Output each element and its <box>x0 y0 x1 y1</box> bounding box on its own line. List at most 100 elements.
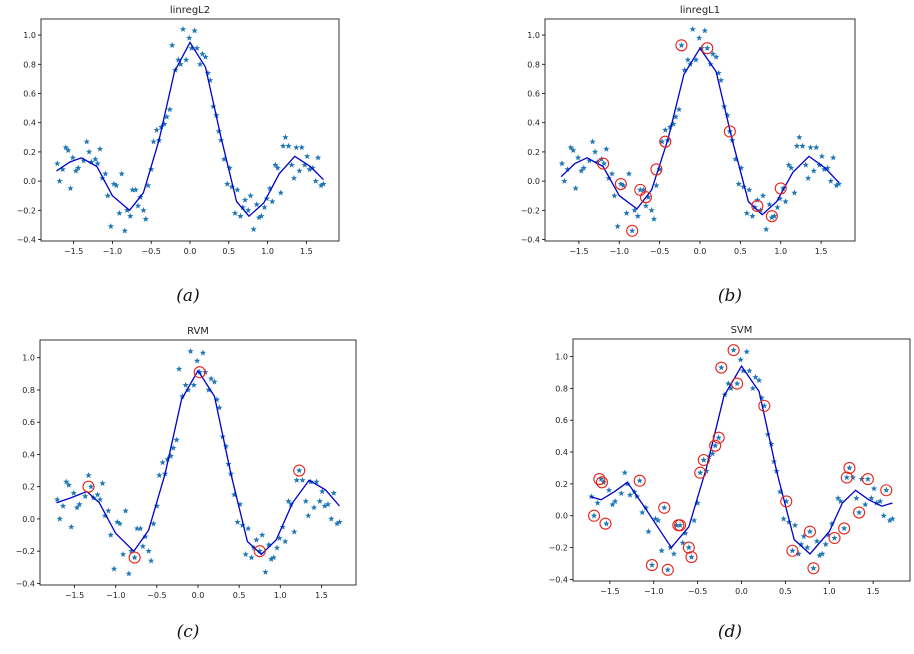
subplot-linregL2: linregL2 −1.5 −1.0 −0.5 0.0 0.5 1.0 1.5 −0.4 −0.2… <box>17 5 340 256</box>
chart-title: RVM <box>187 326 209 337</box>
data-point <box>642 202 649 209</box>
data-point <box>131 554 138 561</box>
data-point <box>738 164 745 171</box>
axes-frame <box>544 18 856 242</box>
support-vector-marker <box>658 501 671 514</box>
support-vector-marker <box>674 519 687 532</box>
support-vector-marker <box>650 163 663 176</box>
data-point <box>148 166 155 173</box>
data-point <box>161 120 168 127</box>
data-point <box>831 534 838 541</box>
x-tick-label: 1.0 <box>823 587 836 596</box>
y-tick-label: 0.0 <box>22 515 35 524</box>
data-point <box>730 346 737 353</box>
data-point <box>681 66 688 73</box>
y-tick-label: 0.4 <box>527 119 540 128</box>
data-point <box>59 502 67 509</box>
support-vector-marker <box>774 182 787 195</box>
data-point <box>211 378 218 385</box>
support-vector-marker <box>253 545 266 558</box>
data-point <box>645 528 652 535</box>
data-point <box>712 442 719 449</box>
data-point <box>268 555 275 562</box>
data-point <box>288 161 295 168</box>
data-point <box>572 185 579 192</box>
data-point <box>266 185 274 192</box>
y-tick-label: 0.8 <box>527 60 540 69</box>
data-point <box>145 547 152 554</box>
data-point <box>670 550 678 557</box>
data-point <box>242 196 249 203</box>
support-vector-marker <box>626 224 639 237</box>
data-point <box>187 348 194 354</box>
data-point <box>177 61 184 67</box>
data-point <box>231 209 239 216</box>
data-point <box>735 180 742 187</box>
data-point <box>617 180 624 187</box>
data-point <box>277 189 284 196</box>
data-point <box>226 164 233 171</box>
data-point <box>183 56 190 63</box>
data-point <box>316 497 323 504</box>
data-point <box>700 456 707 463</box>
data-point <box>727 385 735 391</box>
data-point <box>672 113 679 120</box>
data-point <box>824 164 831 171</box>
support-vector-marker <box>675 39 688 52</box>
data-point <box>561 177 568 184</box>
data-point <box>213 396 221 403</box>
data-point <box>782 198 789 205</box>
data-point <box>101 512 109 519</box>
data-point <box>725 380 732 387</box>
y-tick-label: −0.2 <box>16 547 35 556</box>
data-point <box>129 186 136 193</box>
fitted-curve <box>560 47 840 216</box>
y-tick-label: 1.0 <box>22 354 35 363</box>
data-point <box>780 185 787 192</box>
caption-d: (d) <box>717 622 743 642</box>
chart-title: linregL1 <box>680 5 720 16</box>
data-point <box>194 357 201 364</box>
support-vector-marker <box>694 466 707 479</box>
data-point <box>82 493 89 499</box>
data-point <box>110 180 118 187</box>
data-point <box>54 496 61 503</box>
data-point <box>640 186 647 193</box>
data-point <box>120 551 127 557</box>
data-point <box>62 144 69 151</box>
data-point <box>310 504 318 511</box>
data-point <box>153 126 160 133</box>
data-point <box>754 196 761 203</box>
x-tick-label: 0.0 <box>192 591 205 600</box>
y-tick-label: 0.4 <box>22 450 35 459</box>
data-point <box>567 144 574 151</box>
data-point <box>652 515 659 522</box>
data-point <box>188 44 195 51</box>
data-point <box>692 56 700 63</box>
data-point <box>140 207 147 213</box>
data-point <box>667 123 674 130</box>
data-point <box>835 180 842 187</box>
data-point <box>166 106 173 113</box>
data-point <box>661 504 668 511</box>
y-tick-label: 1.0 <box>527 31 540 40</box>
data-point <box>293 144 300 151</box>
data-point <box>333 520 341 527</box>
data-point <box>670 120 677 127</box>
data-point <box>612 498 619 505</box>
data-point <box>653 182 660 189</box>
data-point <box>656 166 663 173</box>
x-tick-label: 0.5 <box>222 247 235 256</box>
data-point <box>269 198 276 205</box>
data-point <box>328 515 335 522</box>
y-tick-label: 1.0 <box>23 31 36 40</box>
data-point <box>245 525 252 532</box>
data-point <box>685 544 692 551</box>
x-tick-label: −1.0 <box>610 247 629 256</box>
data-point <box>785 518 792 525</box>
data-point <box>611 192 618 199</box>
x-tick-label: −0.5 <box>141 247 160 256</box>
data-point <box>623 209 630 216</box>
data-point <box>262 568 269 575</box>
data-point <box>818 153 825 159</box>
